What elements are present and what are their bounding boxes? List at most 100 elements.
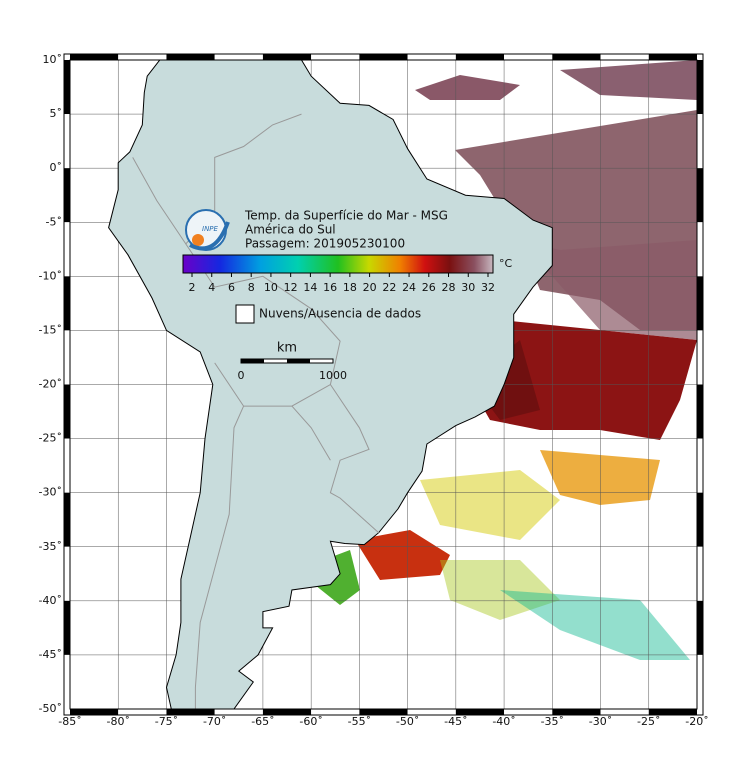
colorbar-tick-label: 6 (228, 281, 235, 294)
logo: INPE (185, 209, 230, 251)
legend-swatch (235, 304, 255, 324)
x-tick-label: -40˚ (492, 715, 515, 728)
colorbar-tick-label: 12 (284, 281, 298, 294)
frame-segment (455, 709, 505, 715)
frame-segment (359, 709, 408, 715)
frame-segment (64, 600, 70, 655)
frame-segment (697, 492, 703, 547)
border (194, 405, 245, 709)
frame-segment (64, 492, 70, 547)
pass-time: Passagem: 201905230100 (245, 237, 405, 251)
y-tick-label: -45˚ (39, 648, 62, 661)
sst-patch (560, 60, 697, 100)
y-tick-label: -15˚ (39, 323, 62, 336)
frame-segment (64, 654, 70, 709)
map-frame: -85˚ -80˚ -75˚ -70˚ -65˚ -60˚ -55˚ -50˚ -45˚ -40˚… (39, 53, 709, 728)
frame-segment (359, 54, 408, 60)
frame-segment (407, 54, 456, 60)
frame-segment (64, 222, 70, 277)
colorbar-tick-label: 24 (402, 281, 416, 294)
frame-segment (697, 276, 703, 331)
colorbar-tick-label: 16 (323, 281, 337, 294)
colorbar-ticks: 2 4 6 8 10 12 14 16 18 20 22 24 26 28 30 32 (189, 273, 495, 294)
frame-segment (70, 54, 119, 60)
sst-patch (520, 240, 697, 340)
colorbar-tick-label: 26 (422, 281, 436, 294)
frame-segment (407, 709, 456, 715)
x-tick-label: -30˚ (589, 715, 612, 728)
x-tick-label: -20˚ (685, 715, 708, 728)
logo-dot (192, 234, 204, 246)
border (329, 384, 380, 534)
y-tick-label: -40˚ (39, 594, 62, 607)
legend-label: Nuvens/Ausencia de dados (259, 307, 421, 321)
frame-segment (697, 114, 703, 169)
y-tick-label: 5˚ (50, 107, 63, 120)
frame-segment (552, 709, 601, 715)
x-tick-label: -25˚ (637, 715, 660, 728)
scalebar-segment (287, 359, 310, 363)
frame-segment (697, 168, 703, 223)
frame-segment (311, 54, 360, 60)
colorbar (182, 254, 494, 274)
colorbar-tick-label: 14 (303, 281, 317, 294)
colorbar-tick-label: 18 (343, 281, 357, 294)
frame-segment (504, 709, 553, 715)
x-tick-label: -65˚ (251, 715, 274, 728)
scalebar-segment (241, 359, 264, 363)
colorbar-tick-label: 28 (442, 281, 456, 294)
colorbar-tick-label: 2 (189, 281, 196, 294)
x-tick-label: -75˚ (155, 715, 178, 728)
frame-segment (166, 54, 215, 60)
frame-segment (697, 654, 703, 709)
x-tick-label: -60˚ (299, 715, 322, 728)
frame-segment (697, 546, 703, 601)
border (185, 113, 341, 407)
frame-segment (166, 709, 215, 715)
y-tick-label: 10˚ (43, 53, 63, 66)
colorbar-tick-label: 32 (481, 281, 495, 294)
scalebar-start: 0 (238, 369, 245, 382)
frame-segment (64, 114, 70, 169)
frame-inner (69, 59, 698, 710)
frame-segment (648, 709, 697, 715)
frame-segment (262, 54, 312, 60)
y-tick-label: -10˚ (39, 269, 62, 282)
frame-segment (64, 438, 70, 493)
frame-segment (118, 54, 167, 60)
y-tick-label: -20˚ (39, 378, 62, 391)
frame-segment (504, 54, 553, 60)
y-tick-label: -35˚ (39, 540, 62, 553)
y-tick-label: -25˚ (39, 432, 62, 445)
frame-segment (64, 276, 70, 331)
scalebar-end: 1000 (319, 369, 347, 382)
y-tick-label: -30˚ (39, 486, 62, 499)
sst-field (310, 60, 697, 660)
frame-segment (697, 384, 703, 439)
colorbar-unit: °C (499, 257, 513, 270)
frame-segment (455, 54, 505, 60)
sst-patch (415, 75, 520, 100)
frame-border (63, 53, 704, 716)
x-tick-label: -45˚ (444, 715, 467, 728)
sst-patch (500, 590, 690, 660)
x-tick-label: -80˚ (106, 715, 129, 728)
frame-segment (262, 709, 312, 715)
x-tick-label: -85˚ (58, 715, 81, 728)
colorbar-tick-label: 30 (461, 281, 475, 294)
colorbar-tick-label: 4 (208, 281, 215, 294)
frame-segment (697, 60, 703, 115)
frame-segment (552, 54, 601, 60)
colorbar-tick-label: 22 (382, 281, 396, 294)
frame-segment (600, 54, 649, 60)
logo-text: INPE (202, 225, 219, 233)
y-tick-label: -5˚ (46, 215, 62, 228)
colorbar-tick-label: 10 (264, 281, 278, 294)
x-tick-label: -50˚ (396, 715, 419, 728)
y-tick-label: -50˚ (39, 702, 62, 715)
border (291, 405, 331, 461)
colorbar-tick-label: 20 (363, 281, 377, 294)
frame-segment (64, 384, 70, 439)
title: Temp. da Superfície do Mar - MSG (244, 209, 448, 223)
